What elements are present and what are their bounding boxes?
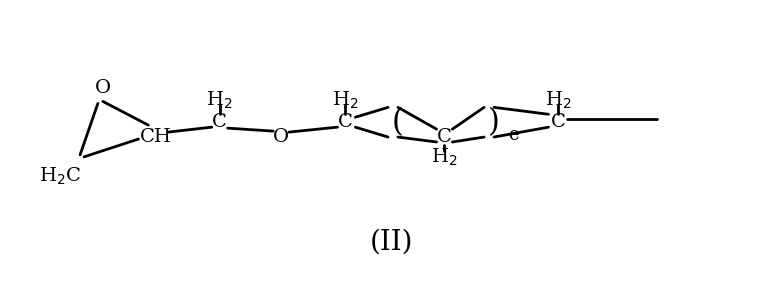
Text: C: C (338, 113, 353, 131)
Text: H$_2$: H$_2$ (545, 90, 572, 111)
Text: H$_2$: H$_2$ (431, 146, 457, 168)
Text: H$_2$: H$_2$ (332, 90, 359, 111)
Text: CH: CH (141, 128, 172, 146)
Text: ): ) (488, 107, 500, 138)
Text: O: O (273, 128, 289, 146)
Text: H$_2$C: H$_2$C (39, 166, 81, 187)
Text: (II): (II) (369, 229, 413, 256)
Text: C: C (212, 113, 227, 131)
Text: C: C (551, 113, 566, 131)
Text: O: O (95, 79, 111, 97)
Text: H$_2$: H$_2$ (206, 90, 233, 111)
Text: (: ( (392, 107, 404, 138)
Text: e: e (508, 126, 519, 144)
Text: C: C (437, 128, 452, 146)
